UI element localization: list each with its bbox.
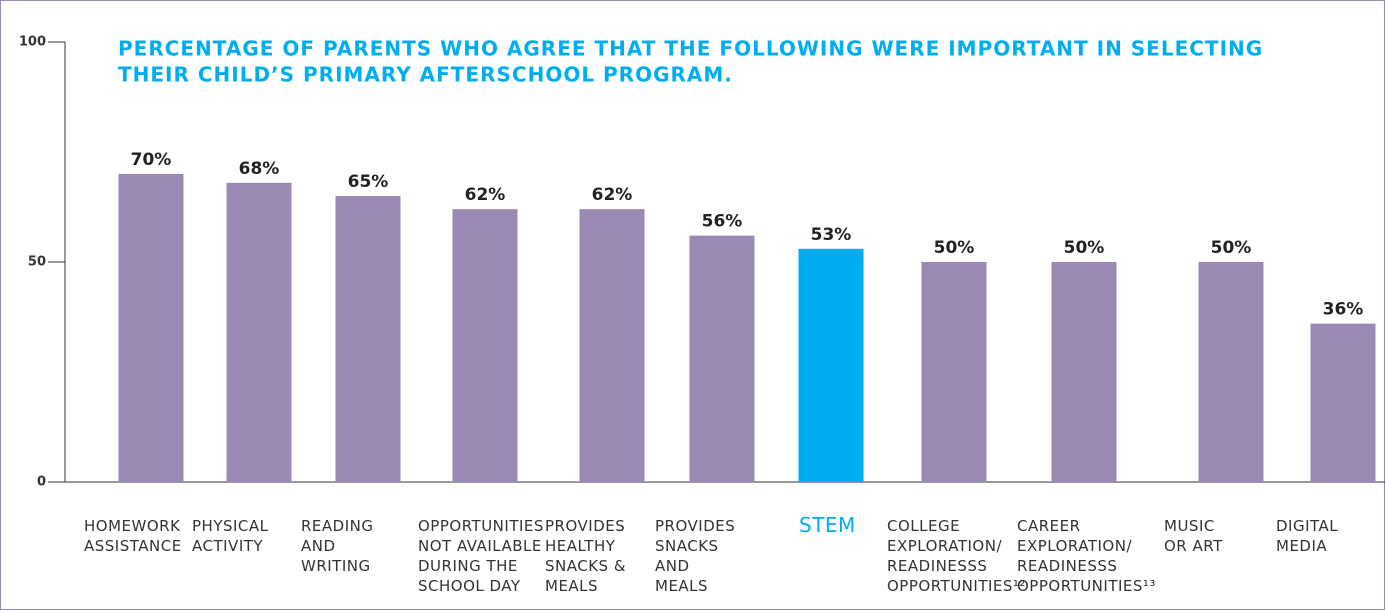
- x-tick-label-line: NOT AVAILABLE: [418, 537, 542, 555]
- x-tick-label-line: OPPORTUNITIES¹³: [1017, 577, 1156, 595]
- x-tick-label-line: PROVIDES: [655, 517, 735, 535]
- x-tick-label: STEM: [799, 513, 856, 537]
- bar: [118, 174, 184, 482]
- chart-title: PERCENTAGE OF PARENTS WHO AGREE THAT THE…: [118, 37, 1263, 61]
- x-tick-label: READING AND WRITING: [301, 517, 373, 575]
- bar: [335, 196, 401, 482]
- x-tick-label-line: STEM: [799, 513, 856, 537]
- value-label: 53%: [811, 225, 852, 245]
- value-label: 65%: [348, 172, 389, 192]
- bar: [226, 182, 292, 483]
- x-tick-label-line: PROVIDES: [545, 517, 625, 535]
- y-tick-label: 100: [19, 35, 46, 50]
- value-label: 70%: [131, 150, 172, 170]
- x-tick-label-line: MEALS: [655, 577, 708, 595]
- x-tick-label-line: MUSIC: [1164, 517, 1215, 535]
- value-label: 62%: [592, 185, 633, 205]
- bar: [798, 248, 864, 482]
- value-label: 68%: [239, 159, 280, 179]
- x-tick-label: CAREER EXPLORATION/READINESSS OPPORTUNITIE…: [1017, 517, 1156, 595]
- x-tick-label-line: OPPORTUNITIES: [418, 517, 544, 535]
- x-tick-label-line: MEDIA: [1276, 537, 1327, 555]
- x-tick-label: PROVIDES HEALTHY SNACKS & MEALS: [545, 517, 626, 595]
- x-tick-label-line: SNACKS: [655, 537, 719, 555]
- chart-title: THEIR CHILD’S PRIMARY AFTERSCHOOL PROGRA…: [118, 63, 733, 87]
- value-label: 62%: [465, 185, 506, 205]
- x-tick-label-line: SCHOOL DAY: [418, 577, 521, 595]
- x-tick-label-line: SNACKS &: [545, 557, 626, 575]
- x-tick-label: HOMEWORK ASSISTANCE: [84, 517, 182, 555]
- x-tick-label: PROVIDES SNACKS AND MEALS: [655, 517, 735, 595]
- x-tick-label: DIGITAL MEDIA: [1276, 517, 1338, 555]
- x-tick-label-line: READING: [301, 517, 373, 535]
- x-tick-label-line: AND: [655, 557, 690, 575]
- x-tick-label-line: EXPLORATION/: [887, 537, 1002, 555]
- bar: [1051, 262, 1117, 482]
- x-tick-label-line: READINESSS: [887, 557, 987, 575]
- x-tick-label-line: DURING THE: [418, 557, 518, 575]
- y-tick-label: 0: [37, 475, 46, 490]
- x-tick-label-line: CAREER: [1017, 517, 1081, 535]
- x-tick-label-line: HOMEWORK: [84, 517, 181, 535]
- x-tick-label-line: MEALS: [545, 577, 598, 595]
- y-tick-label: 50: [28, 255, 46, 270]
- bar: [921, 262, 987, 482]
- value-label: 50%: [1211, 238, 1252, 258]
- x-tick-label-line: WRITING: [301, 557, 371, 575]
- value-label: 50%: [1064, 238, 1105, 258]
- bar: [1198, 262, 1264, 482]
- bar: [579, 209, 645, 482]
- value-label: 50%: [934, 238, 975, 258]
- x-tick-label: COLLEGE EXPLORATION/READINESSS OPPORTUNITI…: [887, 517, 1026, 595]
- value-label: 56%: [702, 212, 743, 232]
- bar: [689, 235, 755, 482]
- bar: [1310, 323, 1376, 482]
- x-tick-label-line: OPPORTUNITIES¹²: [887, 577, 1026, 595]
- x-tick-label-line: ACTIVITY: [192, 537, 263, 555]
- x-tick-label-line: OR ART: [1164, 537, 1223, 555]
- x-tick-label-line: PHYSICAL: [192, 517, 269, 535]
- x-tick-label-line: ASSISTANCE: [84, 537, 182, 555]
- x-tick-label-line: DIGITAL: [1276, 517, 1338, 535]
- x-tick-label-line: COLLEGE: [887, 517, 960, 535]
- bar: [452, 209, 518, 482]
- x-tick-label-line: AND: [301, 537, 336, 555]
- x-tick-label: PHYSICAL ACTIVITY: [192, 517, 269, 555]
- x-tick-label-line: READINESSS: [1017, 557, 1117, 575]
- x-tick-label: OPPORTUNITIES NOT AVAILABLE DURING THE SCHO…: [418, 517, 544, 595]
- x-tick-label: MUSIC OR ART: [1164, 517, 1223, 555]
- x-tick-label-line: EXPLORATION/: [1017, 537, 1132, 555]
- x-tick-label-line: HEALTHY: [545, 537, 616, 555]
- value-label: 36%: [1323, 300, 1364, 320]
